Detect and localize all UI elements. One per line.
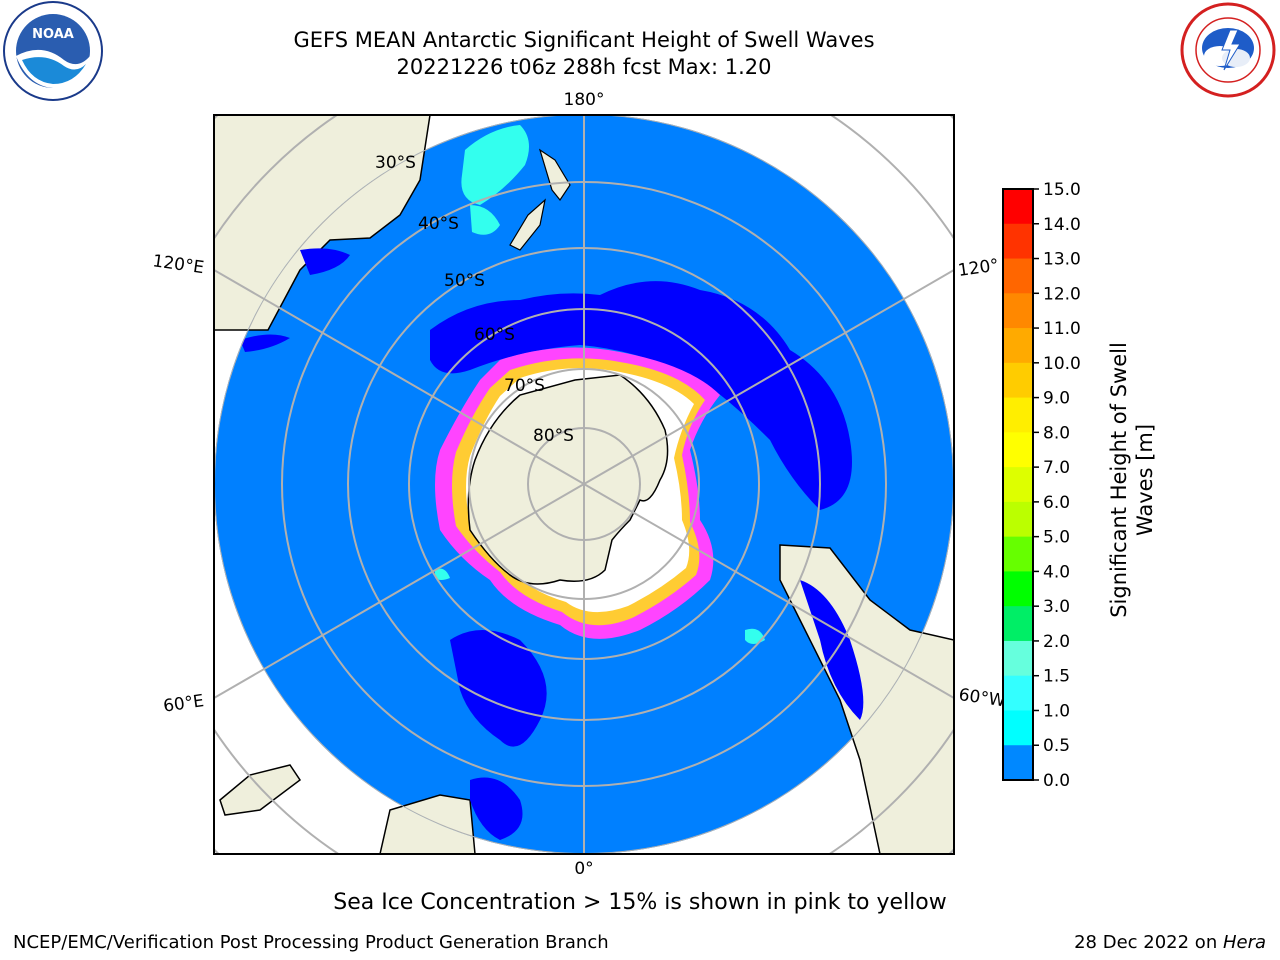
lat-label-70s: 70°S <box>504 376 545 396</box>
colorbar-tick-label: 14.0 <box>1043 215 1081 235</box>
colorbar-tick-label: 13.0 <box>1043 250 1081 270</box>
lat-label-50s: 50°S <box>444 271 485 291</box>
colorbar-block <box>1003 258 1033 294</box>
swell-low-patches <box>240 248 864 840</box>
colorbar-tick-label: 15.0 <box>1043 180 1081 200</box>
colorbar-block <box>1003 640 1033 677</box>
colorbar-block <box>1003 189 1033 225</box>
colorbar-tick-label: 8.0 <box>1043 423 1070 443</box>
nws-logo <box>1180 2 1276 98</box>
colorbar-tick-label: 6.0 <box>1043 493 1070 513</box>
noaa-logo: NOAA <box>3 1 103 101</box>
colorbar-block <box>1003 467 1033 503</box>
colorbar-block <box>1003 501 1033 538</box>
colorbar: 15.0 14.0 13.0 12.0 11.0 10.0 9.0 8.0 7.0 6.0 5.0 4… <box>1002 180 1081 790</box>
colorbar-block <box>1003 536 1033 572</box>
colorbar-tick-label: 0.0 <box>1043 771 1070 790</box>
colorbar-block <box>1003 223 1033 260</box>
latitude-labels: 30°S 40°S 50°S 60°S 70°S 80°S <box>375 153 574 446</box>
colorbar-block <box>1003 328 1033 364</box>
footer-host: Hera <box>1222 932 1266 953</box>
colorbar-block <box>1003 675 1033 711</box>
colorbar-block <box>1003 362 1033 399</box>
colorbar-title-line1: Significant Height of Swell <box>1107 342 1131 618</box>
colorbar-title: Significant Height of Swell Waves [m] <box>1107 342 1157 618</box>
colorbar-tick-label: 5.0 <box>1043 528 1070 548</box>
colorbar-block <box>1003 710 1033 746</box>
colorbar-title-line2: Waves [m] <box>1133 424 1157 536</box>
sea-ice-note: Sea Ice Concentration > 15% is shown in … <box>333 890 947 915</box>
lat-label-30s: 30°S <box>375 153 416 173</box>
colorbar-tick-label: 12.0 <box>1043 284 1081 304</box>
map-frame <box>213 114 955 855</box>
swell-mid-patches <box>435 125 765 644</box>
colorbar-blocks <box>1003 189 1033 781</box>
noaa-logo-text: NOAA <box>32 27 74 42</box>
colorbar-block <box>1003 432 1033 468</box>
colorbar-tick-label: 1.0 <box>1043 701 1070 721</box>
colorbar-tick-label: 11.0 <box>1043 319 1081 339</box>
colorbar-tick-label: 2.0 <box>1043 632 1070 652</box>
lon-label-60e: 60°E <box>162 691 205 716</box>
lon-label-120e: 120°E <box>151 251 205 278</box>
colorbar-tick-label: 9.0 <box>1043 389 1070 409</box>
colorbar-tick-label: 1.5 <box>1043 667 1070 687</box>
longitude-gridlines <box>214 115 954 854</box>
colorbar-tick-label: 7.0 <box>1043 458 1070 478</box>
lon-label-180: 180° <box>564 90 605 110</box>
footer-credit: NCEP/EMC/Verification Post Processing Pr… <box>13 932 609 953</box>
colorbar-tick-label: 4.0 <box>1043 562 1070 582</box>
chart-subtitle: 20221226 t06z 288h fcst Max: 1.20 <box>396 55 772 79</box>
lat-label-80s: 80°S <box>533 426 574 446</box>
colorbar-block <box>1003 606 1033 642</box>
colorbar-tick-label: 3.0 <box>1043 597 1070 617</box>
lat-label-60s: 60°S <box>474 325 515 345</box>
colorbar-block <box>1003 571 1033 607</box>
colorbar-block <box>1003 397 1033 433</box>
footer-date: 28 Dec 2022 on Hera <box>1074 932 1266 953</box>
colorbar-tick-label: 0.5 <box>1043 736 1070 756</box>
footer-date-prefix: 28 Dec 2022 on <box>1074 932 1223 953</box>
lat-label-40s: 40°S <box>418 214 459 234</box>
colorbar-tick-label: 10.0 <box>1043 354 1081 374</box>
polar-map: 30°S 40°S 50°S 60°S 70°S 80°S 180° 0° 12… <box>151 90 1007 879</box>
chart-title: GEFS MEAN Antarctic Significant Height o… <box>293 28 875 52</box>
colorbar-block <box>1003 745 1033 781</box>
lon-label-0: 0° <box>574 859 593 879</box>
colorbar-ticks: 15.0 14.0 13.0 12.0 11.0 10.0 9.0 8.0 7.0 6.0 5.0 4… <box>1033 180 1081 790</box>
colorbar-block <box>1003 293 1033 329</box>
colorbar-frame <box>1002 188 1034 781</box>
